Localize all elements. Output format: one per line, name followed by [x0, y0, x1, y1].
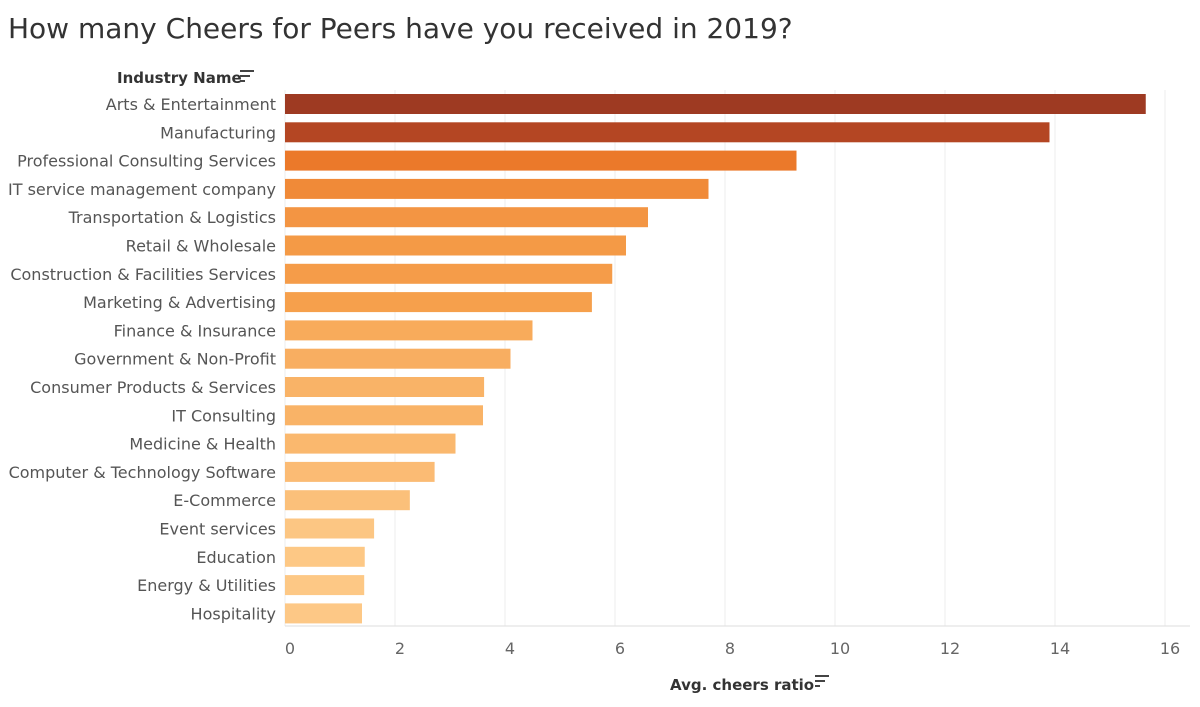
bar[interactable] — [285, 348, 511, 369]
bar[interactable] — [285, 433, 456, 454]
x-tick-label: 12 — [940, 639, 960, 658]
bar[interactable] — [285, 207, 648, 228]
bar[interactable] — [285, 575, 365, 596]
bars — [285, 94, 1146, 624]
category-labels: Arts & Entertainment Manufacturing Profess… — [8, 95, 276, 623]
bar[interactable] — [285, 263, 613, 284]
bar[interactable] — [285, 150, 797, 171]
bar[interactable] — [285, 518, 375, 539]
category-label: Energy & Utilities — [137, 576, 276, 595]
category-label: IT Consulting — [171, 406, 276, 425]
bar[interactable] — [285, 405, 483, 426]
category-label: Medicine & Health — [129, 435, 276, 454]
bar[interactable] — [285, 292, 592, 313]
bar[interactable] — [285, 94, 1146, 114]
category-label: Hospitality — [191, 604, 276, 623]
sort-icon[interactable] — [815, 675, 829, 687]
y-axis-header[interactable]: Industry Name — [117, 69, 242, 87]
x-tick-label: 16 — [1160, 639, 1180, 658]
category-label: IT service management company — [8, 180, 276, 199]
x-tick-label: 0 — [285, 639, 295, 658]
bar[interactable] — [285, 603, 362, 624]
bar[interactable] — [285, 377, 485, 397]
sort-icon[interactable] — [240, 70, 254, 82]
x-axis-ticks: 0 2 4 6 8 10 12 14 16 — [285, 639, 1180, 658]
category-label: E-Commerce — [173, 491, 276, 510]
category-label: Marketing & Advertising — [83, 293, 276, 312]
bar[interactable] — [285, 490, 410, 511]
x-tick-label: 10 — [830, 639, 850, 658]
chart-title: How many Cheers for Peers have you recei… — [8, 12, 793, 45]
category-label: Manufacturing — [160, 123, 276, 142]
category-label: Construction & Facilities Services — [10, 265, 276, 284]
x-axis-title[interactable]: Avg. cheers ratio — [670, 676, 814, 694]
category-label: Finance & Insurance — [114, 321, 276, 340]
category-label: Arts & Entertainment — [106, 95, 276, 114]
category-label: Consumer Products & Services — [30, 378, 276, 397]
bar[interactable] — [285, 178, 709, 199]
category-label: Professional Consulting Services — [17, 152, 276, 171]
bar[interactable] — [285, 235, 626, 256]
category-label: Transportation & Logistics — [68, 208, 276, 227]
bar[interactable] — [285, 546, 365, 567]
x-tick-label: 4 — [505, 639, 515, 658]
bar[interactable] — [285, 320, 533, 341]
x-tick-label: 8 — [725, 639, 735, 658]
x-tick-label: 6 — [615, 639, 625, 658]
bar[interactable] — [285, 122, 1050, 143]
x-tick-label: 14 — [1050, 639, 1070, 658]
x-tick-label: 2 — [395, 639, 405, 658]
category-label: Education — [196, 548, 276, 567]
category-label: Retail & Wholesale — [126, 237, 276, 256]
category-label: Computer & Technology Software — [9, 463, 276, 482]
bar[interactable] — [285, 461, 435, 482]
category-label: Event services — [159, 520, 276, 539]
category-label: Government & Non-Profit — [74, 350, 276, 369]
